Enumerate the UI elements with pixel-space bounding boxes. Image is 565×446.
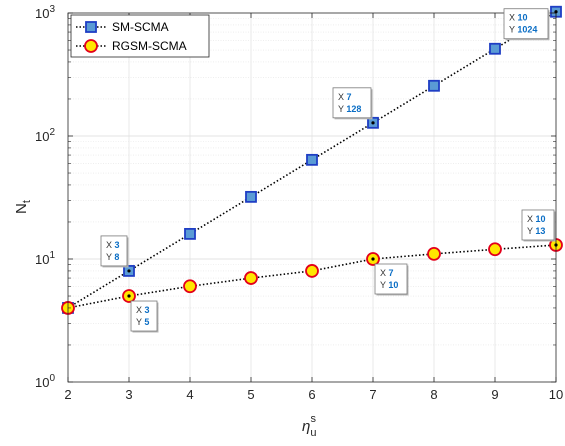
datatip-y: Y 10: [380, 280, 398, 290]
datatip: X 7 Y 10: [371, 257, 409, 296]
datatip-x: X 7: [380, 268, 394, 278]
datatip-box: [503, 8, 549, 40]
datatip: X 7 Y 128: [332, 87, 375, 125]
x-tick-label: 9: [491, 387, 498, 402]
datatip-y: Y 128: [338, 104, 361, 114]
datatip-x: X 3: [136, 305, 150, 315]
x-tick-label: 3: [125, 387, 132, 402]
x-axis-label: ηus: [302, 413, 316, 439]
datatip-box: [130, 300, 158, 332]
datatip-anchor: [127, 269, 131, 273]
y-tick-label: 103: [35, 4, 55, 21]
data-point-rgsm-scma: [244, 271, 258, 285]
x-tick-label: 4: [186, 387, 193, 402]
legend: SM-SCMA RGSM-SCMA: [70, 14, 210, 58]
data-point-sm-scma: [306, 153, 318, 166]
x-tick-label: 10: [549, 387, 563, 402]
y-tick-label: 100: [35, 373, 55, 390]
data-point-sm-scma: [428, 79, 440, 92]
data-point-sm-scma: [184, 227, 196, 240]
datatip-y: Y 13: [527, 226, 545, 236]
legend-marker-sm-scma: [85, 21, 97, 33]
datatip-anchor: [554, 243, 558, 247]
data-point-rgsm-scma: [427, 247, 441, 261]
datatip-y: Y 1024: [509, 25, 537, 35]
datatip-anchor: [371, 121, 375, 125]
x-axis-label-sub: u: [310, 427, 316, 439]
legend-marker-rgsm-scma: [84, 39, 98, 53]
datatip: X 10 Y 13: [521, 209, 558, 247]
datatip-anchor: [554, 10, 558, 14]
datatip-x: X 7: [338, 92, 352, 102]
ticks: 2 3 4 5 6 7 8 9 10 100 101 102 103: [35, 4, 563, 402]
x-tick-label: 6: [308, 387, 315, 402]
datatip: X 3Y 5: [127, 294, 159, 333]
y-axis-label: Nt: [13, 200, 33, 214]
datatip: X 3Y 8: [100, 235, 131, 273]
grid: [68, 13, 556, 382]
datatip-box: [332, 87, 372, 119]
datatip-anchor: [127, 294, 131, 298]
datatip: X 10 Y 1024: [503, 8, 558, 41]
datatip-box: [374, 263, 408, 295]
x-axis-label-base: η: [302, 418, 310, 435]
y-tick-label: 102: [35, 127, 55, 144]
legend-label-rgsm-scma: RGSM-SCMA: [112, 39, 187, 53]
y-tick-label: 101: [35, 250, 55, 267]
x-tick-label: 8: [430, 387, 437, 402]
series-line-rgsm-scma: [67, 244, 557, 309]
datatip-y: Y 5: [136, 317, 149, 327]
data-point-sm-scma: [245, 190, 257, 203]
datatip-anchor: [371, 257, 375, 261]
y-axis-label-base: N: [13, 203, 30, 214]
datatip-x: X 3: [106, 240, 120, 250]
x-axis-label-sup: s: [310, 413, 316, 425]
datatip-x: X 10: [509, 13, 528, 23]
x-tick-label: 7: [369, 387, 376, 402]
datatip-box: [100, 235, 128, 267]
y-axis-label-sub: t: [21, 200, 33, 203]
datatip-y: Y 8: [106, 252, 119, 262]
legend-label-sm-scma: SM-SCMA: [112, 20, 169, 34]
data-point-rgsm-scma: [488, 242, 502, 257]
x-tick-label: 5: [247, 387, 254, 402]
datatip-x: X 10: [527, 214, 546, 224]
data-point-sm-scma: [489, 42, 501, 55]
datatip-box: [521, 209, 555, 241]
data-point-rgsm-scma: [305, 264, 319, 278]
x-tick-label: 2: [64, 387, 71, 402]
data-point-rgsm-scma: [183, 279, 197, 294]
